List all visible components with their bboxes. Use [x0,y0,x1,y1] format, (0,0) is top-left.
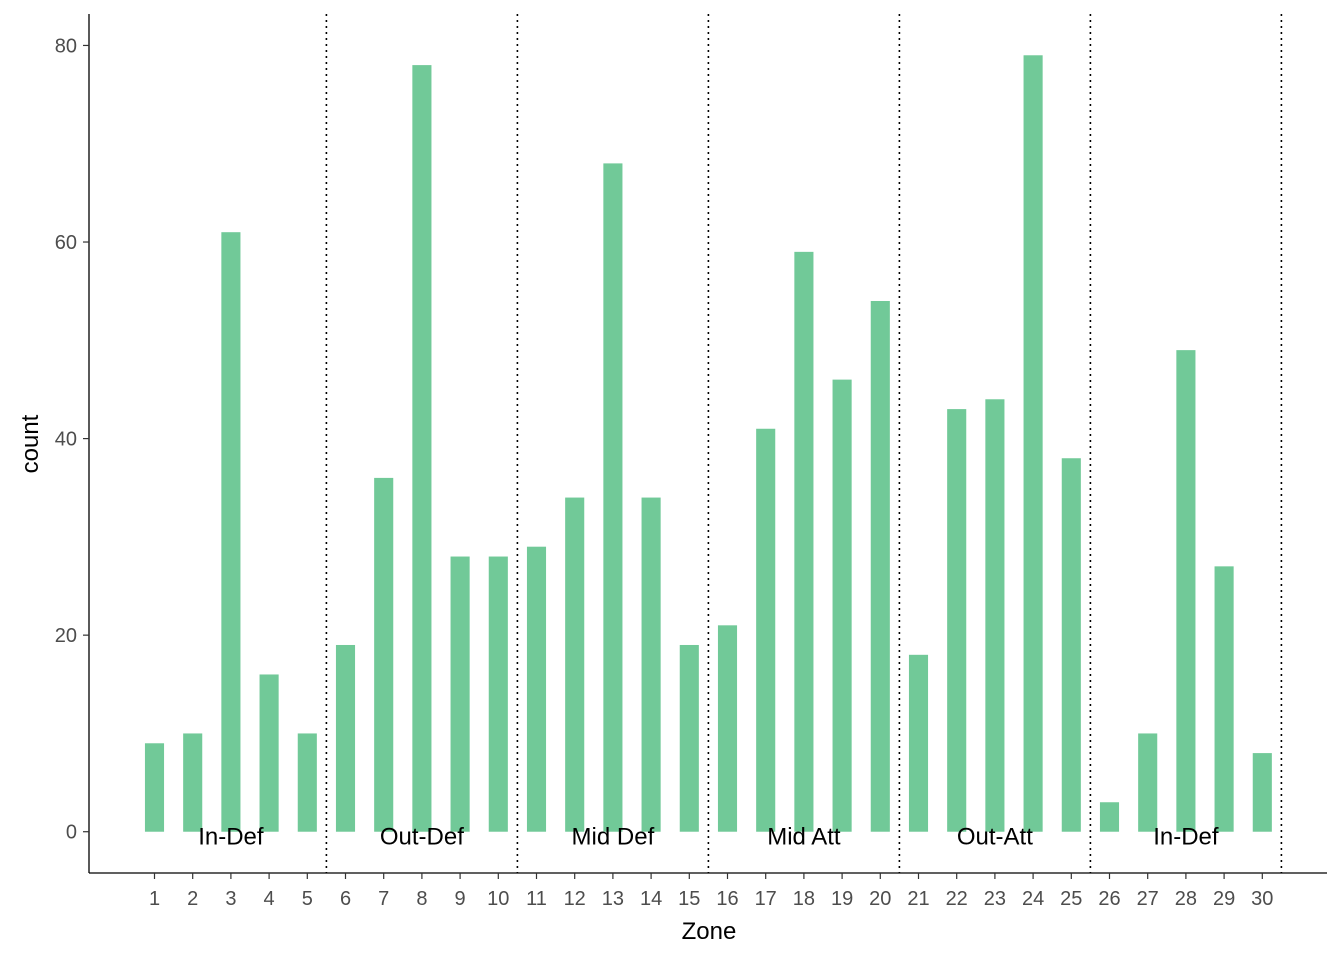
bar-zone-8 [412,65,432,832]
x-tick-label: 15 [678,888,700,910]
x-tick-label: 17 [755,888,777,910]
x-tick-label: 7 [378,888,389,910]
bar-zone-16 [717,625,738,832]
x-tick-label: 5 [302,888,313,910]
x-tick-label: 30 [1251,888,1273,910]
x-tick-label: 13 [602,888,624,910]
x-tick-label: 3 [225,888,236,910]
axes [88,14,1327,874]
bar-zone-6 [335,644,356,832]
bar-zone-9 [450,556,470,832]
bar-zone-12 [565,497,585,832]
x-tick-label: 20 [869,888,891,910]
x-axis-title: Zone [682,918,737,945]
bar-zone-26 [1099,802,1120,832]
x-tick-label: 19 [831,888,853,910]
bar-zone-10 [488,556,508,832]
bar-zone-19 [832,379,852,832]
bar-zone-11 [526,546,547,832]
y-axis-title: count [17,414,44,473]
bars-layer [144,55,1272,832]
x-tick-label: 12 [564,888,586,910]
bar-zone-30 [1252,753,1272,832]
bar-zone-22 [947,409,967,832]
x-tick-label: 8 [416,888,427,910]
bar-zone-20 [870,300,890,832]
x-tick-label: 16 [716,888,738,910]
x-tick-label: 22 [946,888,968,910]
y-tick-label: 0 [66,822,77,844]
bar-zone-25 [1061,458,1081,832]
x-tick-label: 4 [264,888,275,910]
y-axis-ticks: 0 20 40 60 80 [55,35,89,844]
zone-group-label: Mid Def [572,824,655,851]
x-tick-label: 27 [1137,888,1159,910]
bar-zone-4 [259,674,279,832]
bar-zone-28 [1176,350,1196,832]
x-tick-label: 18 [793,888,815,910]
bar-zone-14 [641,497,661,832]
x-tick-label: 2 [187,888,198,910]
zone-group-label: Out-Att [957,824,1033,851]
zone-group-label: Mid Att [767,824,841,851]
x-tick-label: 6 [340,888,351,910]
bar-zone-2 [183,733,203,832]
x-tick-label: 26 [1098,888,1120,910]
y-tick-label: 20 [55,625,77,647]
bar-zone-24 [1023,55,1043,832]
bar-zone-1 [144,743,165,832]
x-tick-label: 9 [455,888,466,910]
y-tick-label: 60 [55,232,77,254]
bar-zone-3 [221,232,241,832]
x-axis-ticks: 1 2 3 4 5 6 7 8 9 10 11 12 13 14 15 16 17 18 19 20 21 22 23 24 2… [149,873,1273,910]
bar-zone-15 [679,644,699,832]
x-tick-label: 14 [640,888,662,910]
y-tick-label: 40 [55,429,77,451]
zone-group-label: In-Def [1153,824,1219,851]
zone-group-label: Out-Def [380,824,464,851]
zone-dividers [325,14,1283,873]
bar-zone-27 [1138,733,1158,832]
x-tick-label: 28 [1175,888,1197,910]
x-tick-label: 23 [984,888,1006,910]
bar-zone-29 [1214,566,1234,832]
x-tick-label: 25 [1060,888,1082,910]
x-tick-label: 21 [907,888,929,910]
zone-group-labels: In-Def Out-Def Mid Def Mid Att Out-Att In-Def [198,824,1219,851]
bar-zone-21 [908,654,929,832]
zone-group-label: In-Def [198,824,264,851]
y-tick-label: 80 [55,35,77,57]
bar-zone-13 [603,163,623,832]
bar-zone-17 [756,428,776,832]
bar-zone-5 [297,733,317,832]
x-tick-label: 29 [1213,888,1235,910]
bar-zone-23 [985,399,1005,832]
bar-zone-18 [794,251,814,832]
x-tick-label: 10 [487,888,509,910]
x-tick-label: 24 [1022,888,1044,910]
x-tick-label: 1 [149,888,160,910]
x-tick-label: 11 [526,888,547,910]
bar-zone-7 [374,477,394,832]
